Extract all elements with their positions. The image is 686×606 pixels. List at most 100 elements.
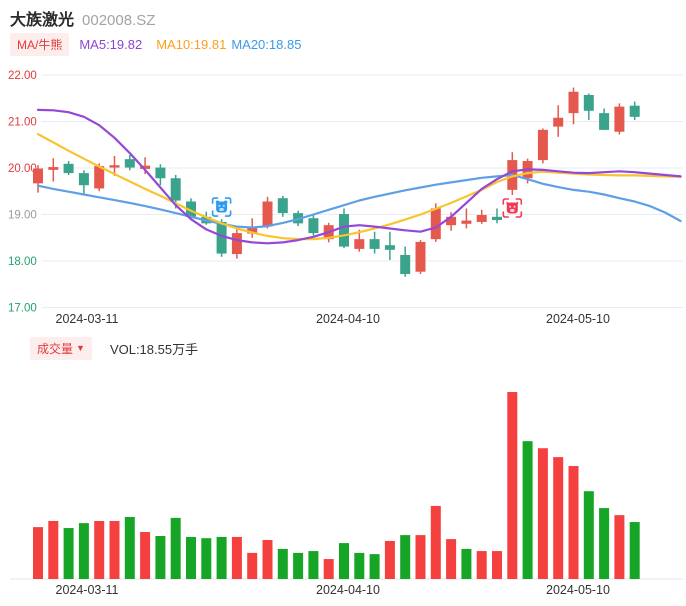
volume-bar[interactable] (354, 552, 365, 579)
volume-bar[interactable] (109, 520, 120, 579)
volume-x-axis: 2024-03-11 2024-04-10 2024-05-10 (0, 583, 686, 599)
volume-bar[interactable] (293, 552, 304, 579)
candle[interactable] (78, 170, 89, 195)
volume-bar[interactable] (155, 536, 166, 579)
candle[interactable] (94, 163, 105, 192)
indicator-bar: MA/牛熊 MA5:19.82 MA10:19.81 MA20:18.85 (10, 33, 301, 56)
volume-bar[interactable] (262, 540, 273, 579)
candle[interactable] (231, 229, 242, 259)
candle[interactable] (277, 195, 288, 217)
candle[interactable] (553, 105, 564, 137)
volume-bar[interactable] (553, 457, 564, 579)
candle[interactable] (537, 128, 548, 164)
marker-eye (509, 205, 512, 208)
volume-bar[interactable] (78, 523, 89, 579)
bear-marker-icon[interactable] (211, 197, 232, 217)
candle[interactable] (109, 155, 120, 176)
volume-bar[interactable] (599, 508, 610, 579)
bull-marker-icon[interactable] (502, 198, 523, 218)
volume-bar[interactable] (186, 536, 196, 579)
volume-bar[interactable] (48, 520, 59, 579)
volume-bar[interactable] (476, 551, 487, 579)
volume-bar[interactable] (94, 520, 105, 579)
volume-bar[interactable] (461, 548, 472, 579)
candle[interactable] (339, 208, 349, 248)
volume-bar[interactable] (323, 559, 334, 579)
volume-bar[interactable] (629, 522, 640, 579)
y-axis-label: 22.00 (8, 70, 37, 82)
candle[interactable] (461, 208, 472, 229)
volume-bar[interactable] (537, 448, 548, 579)
volume-bar[interactable] (33, 527, 43, 579)
volume-bar[interactable] (63, 528, 74, 579)
candle-body (94, 166, 105, 189)
candle-body (170, 178, 181, 201)
volume-bar[interactable] (201, 538, 212, 579)
candle[interactable] (354, 229, 365, 252)
y-axis-label: 17.00 (8, 303, 37, 313)
candle[interactable] (124, 154, 135, 171)
y-axis-label: 20.00 (8, 163, 37, 175)
volume-bar[interactable] (277, 548, 288, 579)
volume-bar[interactable] (216, 536, 227, 579)
volume-bar[interactable] (308, 551, 319, 579)
marker-brackets (211, 197, 232, 217)
volume-bar[interactable] (369, 554, 380, 579)
candle-body (308, 218, 319, 234)
volume-bar[interactable] (583, 491, 594, 579)
volume-bar[interactable] (339, 543, 349, 579)
ma10-line (36, 133, 682, 241)
volume-bar[interactable] (614, 515, 625, 579)
candle[interactable] (568, 87, 579, 125)
candle[interactable] (63, 161, 74, 175)
volume-bar[interactable] (140, 532, 151, 579)
volume-bar[interactable] (568, 466, 579, 579)
volume-bar[interactable] (430, 505, 441, 579)
ma-indicator-badge[interactable]: MA/牛熊 (10, 33, 70, 56)
volume-bar[interactable] (384, 540, 395, 579)
volume-bar[interactable] (492, 551, 502, 579)
candle[interactable] (400, 246, 411, 277)
candle[interactable] (155, 164, 166, 186)
volume-bar[interactable] (124, 516, 135, 579)
candle[interactable] (48, 158, 59, 182)
volume-indicator-badge[interactable]: 成交量 ▼ (30, 337, 92, 360)
candle[interactable] (369, 231, 380, 254)
candle-body (384, 245, 395, 250)
volume-bar[interactable] (446, 539, 457, 579)
volume-bar[interactable] (231, 536, 242, 579)
candle[interactable] (476, 209, 487, 224)
candle-body (599, 113, 610, 130)
candle[interactable] (415, 240, 426, 275)
candle-body (339, 214, 349, 247)
volume-bar[interactable] (247, 552, 258, 579)
marker-muzzle (219, 208, 224, 212)
candle[interactable] (599, 108, 610, 130)
candle[interactable] (614, 103, 625, 135)
x-axis-label: 2024-03-11 (55, 312, 119, 326)
candle-body (247, 227, 258, 234)
candle[interactable] (629, 101, 640, 121)
candle[interactable] (384, 231, 395, 261)
price-chart[interactable]: 22.00 21.00 20.00 19.00 18.00 17.00 (0, 60, 686, 312)
candle-body (430, 208, 441, 240)
volume-bar[interactable] (507, 392, 518, 579)
candle[interactable] (186, 198, 196, 220)
header: 大族激光 002008.SZ (10, 6, 155, 30)
volume-bar[interactable] (522, 441, 533, 579)
candle-body (476, 214, 487, 222)
x-axis-label: 2024-05-10 (546, 583, 610, 597)
candle[interactable] (446, 212, 457, 231)
candle[interactable] (216, 219, 227, 257)
volume-bar[interactable] (400, 535, 411, 579)
candle[interactable] (33, 165, 43, 193)
volume-chart[interactable] (0, 372, 686, 584)
candle[interactable] (308, 214, 319, 236)
ma5-readout: MA5:19.82 (79, 37, 143, 52)
stock-name: 大族激光 (10, 12, 75, 29)
candle[interactable] (262, 196, 273, 229)
candle[interactable] (583, 93, 594, 121)
volume-bar[interactable] (170, 517, 181, 579)
candle[interactable] (492, 208, 502, 224)
volume-bar[interactable] (415, 535, 426, 579)
